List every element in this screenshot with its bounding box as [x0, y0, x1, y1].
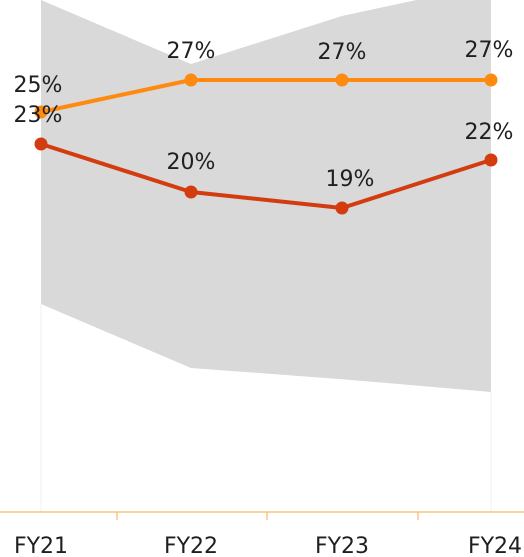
series-2-point: [484, 153, 498, 167]
x-tick-label: FY24: [468, 534, 522, 557]
series-2-data-label: 22%: [465, 120, 514, 145]
series-1-data-label: 25%: [14, 73, 63, 98]
series-2-data-label: 20%: [167, 150, 216, 175]
series-line-2: [40, 142, 492, 210]
series-1-point: [34, 105, 48, 119]
series-1-point: [335, 73, 349, 87]
x-tick-label: FY22: [164, 534, 218, 557]
series-2-data-label: 23%: [14, 103, 63, 128]
series-1-data-label: 27%: [318, 40, 367, 65]
range-band: [41, 0, 491, 392]
series-1-data-label: 27%: [167, 39, 216, 64]
series-1-point: [184, 73, 198, 87]
series-2-point: [34, 137, 48, 151]
series-2-point: [335, 201, 349, 215]
series-2-data-label: 19%: [326, 167, 375, 192]
x-tick-label: FY21: [14, 534, 68, 557]
series-line-1: [40, 78, 491, 114]
series-1-point: [484, 73, 498, 87]
series-1-data-label: 27%: [465, 38, 514, 63]
series-2-point: [184, 185, 198, 199]
x-tick-label: FY23: [315, 534, 369, 557]
